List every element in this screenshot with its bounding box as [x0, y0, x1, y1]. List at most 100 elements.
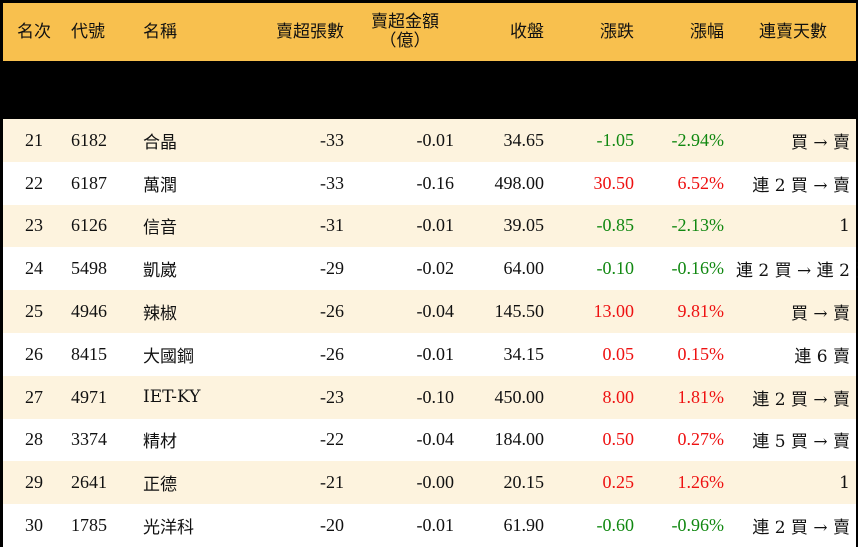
change-pct-cell: 0.27% — [677, 429, 725, 450]
change-pct-cell: -0.16% — [671, 258, 725, 279]
header-net-sell-lots: 賣超張數 — [276, 21, 344, 42]
table-row: 30 1785 光洋科 -20 -0.01 61.90 -0.60 -0.96% 連 2 買 →… — [3, 504, 856, 547]
code-cell: 2641 — [71, 472, 107, 493]
change-pct-cell: 6.52% — [677, 172, 725, 193]
table-row: 28 3374 精材 -22 -0.04 184.00 0.50 0.27% 連 5 買 → 賣 — [3, 418, 856, 462]
code-cell: 6182 — [71, 129, 107, 150]
change-pct-cell: 1.81% — [677, 386, 725, 407]
sell-streak-cell: 連 2 買 → 賣 — [752, 389, 850, 410]
table-row: 23 6126 信音 -31 -0.01 39.05 -0.85 -2.13% 1 — [3, 204, 856, 248]
code-cell: 1785 — [71, 515, 107, 536]
header-streak: 連賣天數 — [759, 21, 827, 42]
sell-streak-cell: 連 6 賣 — [794, 346, 850, 367]
rank-cell: 28 — [25, 429, 43, 450]
sell-streak-cell: 連 5 買 → 賣 — [752, 432, 850, 453]
stock-name-cell: 凱崴 — [143, 261, 177, 282]
net-sell-lots-cell: -33 — [320, 129, 344, 150]
table-row: 21 6182 合晶 -33 -0.01 34.65 -1.05 -2.94% 買 → 賣 — [3, 119, 856, 162]
net-sell-amount-cell: -0.10 — [416, 386, 455, 407]
net-sell-lots-cell: -20 — [320, 515, 344, 536]
stock-name-cell: 精材 — [143, 432, 177, 453]
table-row: 25 4946 辣椒 -26 -0.04 145.50 13.00 9.81% 買 → 賣 — [3, 290, 856, 333]
close-price-cell: 34.15 — [503, 343, 545, 364]
stock-name-cell: 大國鋼 — [143, 346, 194, 367]
net-sell-lots-cell: -26 — [320, 301, 344, 322]
stock-name-cell: 正德 — [143, 475, 177, 496]
close-price-cell: 184.00 — [494, 429, 545, 450]
header-change: 漲跌 — [600, 21, 634, 42]
close-price-cell: 34.65 — [503, 129, 545, 150]
close-price-cell: 64.00 — [503, 258, 545, 279]
net-sell-amount-cell: -0.16 — [416, 172, 455, 193]
table-row: 24 5498 凱崴 -29 -0.02 64.00 -0.10 -0.16% 連 2 買 → … — [3, 247, 858, 291]
rank-cell: 22 — [25, 172, 43, 193]
net-sell-amount-cell: -0.01 — [416, 515, 455, 536]
price-change-cell: -1.05 — [596, 129, 635, 150]
sell-streak-cell: 1 — [839, 472, 850, 493]
header-net-sell-amount: 賣超金額 （億） — [350, 3, 460, 61]
table-frame: 名次 代號 名稱 賣超張數 賣超金額 （億） 收盤 漲跌 漲幅 連賣天數 21 6… — [3, 3, 858, 547]
header-change-pct: 漲幅 — [690, 21, 724, 42]
price-change-cell: 0.25 — [602, 472, 635, 493]
stock-name-cell: 光洋科 — [143, 518, 194, 539]
code-cell: 3374 — [71, 429, 107, 450]
close-price-cell: 20.15 — [503, 472, 545, 493]
header-net-sell-amount-label: 賣超金額 — [371, 12, 439, 32]
sell-streak-cell: 買 → 賣 — [790, 304, 850, 325]
table-row: 27 4971 IET-KY -23 -0.10 450.00 8.00 1.81% 連 2 買… — [3, 375, 856, 419]
rank-cell: 26 — [25, 343, 43, 364]
table-row: 29 2641 正德 -21 -0.00 20.15 0.25 1.26% 1 — [3, 461, 856, 505]
code-cell: 8415 — [71, 343, 107, 364]
net-sell-amount-cell: -0.04 — [416, 429, 455, 450]
stock-name-cell: 合晶 — [143, 132, 177, 153]
table-header: 名次 代號 名稱 賣超張數 賣超金額 （億） 收盤 漲跌 漲幅 連賣天數 — [3, 3, 856, 119]
price-change-cell: 13.00 — [593, 301, 635, 322]
header-divider — [3, 61, 856, 119]
net-sell-amount-cell: -0.01 — [416, 343, 455, 364]
sell-streak-cell: 買 → 賣 — [790, 132, 850, 153]
change-pct-cell: -0.96% — [671, 515, 725, 536]
net-sell-amount-cell: -0.01 — [416, 129, 455, 150]
net-sell-ranking-table: 名次 代號 名稱 賣超張數 賣超金額 （億） 收盤 漲跌 漲幅 連賣天數 21 6… — [3, 3, 858, 547]
net-sell-lots-cell: -21 — [320, 472, 344, 493]
net-sell-amount-cell: -0.02 — [416, 258, 455, 279]
rank-cell: 29 — [25, 472, 43, 493]
price-change-cell: -0.10 — [596, 258, 635, 279]
table-row: 22 6187 萬潤 -33 -0.16 498.00 30.50 6.52% 連 2 買 → … — [3, 161, 856, 205]
code-cell: 6126 — [71, 215, 107, 236]
rank-cell: 23 — [25, 215, 43, 236]
stock-name-cell: 信音 — [143, 218, 177, 239]
table-row: 26 8415 大國鋼 -26 -0.01 34.15 0.05 0.15% 連 6 賣 — [3, 332, 856, 376]
change-pct-cell: 0.15% — [677, 343, 725, 364]
table-body: 21 6182 合晶 -33 -0.01 34.65 -1.05 -2.94% 買 → 賣 22… — [3, 119, 858, 547]
header-code: 代號 — [71, 21, 105, 42]
rank-cell: 25 — [25, 301, 43, 322]
code-cell: 6187 — [71, 172, 107, 193]
stock-name-cell: 萬潤 — [143, 175, 177, 196]
close-price-cell: 450.00 — [494, 386, 545, 407]
code-cell: 5498 — [71, 258, 107, 279]
code-cell: 4971 — [71, 386, 107, 407]
price-change-cell: 30.50 — [593, 172, 635, 193]
rank-cell: 21 — [25, 129, 43, 150]
price-change-cell: 0.50 — [602, 429, 635, 450]
price-change-cell: 0.05 — [602, 343, 635, 364]
net-sell-lots-cell: -29 — [320, 258, 344, 279]
code-cell: 4946 — [71, 301, 107, 322]
net-sell-amount-cell: -0.00 — [416, 472, 455, 493]
stock-name-cell: IET-KY — [143, 387, 201, 408]
price-change-cell: -0.85 — [596, 215, 635, 236]
close-price-cell: 61.90 — [503, 515, 545, 536]
net-sell-lots-cell: -31 — [320, 215, 344, 236]
header-name: 名稱 — [143, 21, 177, 42]
stock-name-cell: 辣椒 — [143, 304, 177, 325]
net-sell-lots-cell: -23 — [320, 386, 344, 407]
change-pct-cell: -2.13% — [671, 215, 725, 236]
sell-streak-cell: 連 2 買 → 賣 — [752, 175, 850, 196]
rank-cell: 30 — [25, 515, 43, 536]
close-price-cell: 145.50 — [494, 301, 545, 322]
header-net-sell-amount-unit: （億） — [379, 31, 431, 51]
change-pct-cell: -2.94% — [671, 129, 725, 150]
header-rank: 名次 — [17, 21, 51, 42]
close-price-cell: 39.05 — [503, 215, 545, 236]
